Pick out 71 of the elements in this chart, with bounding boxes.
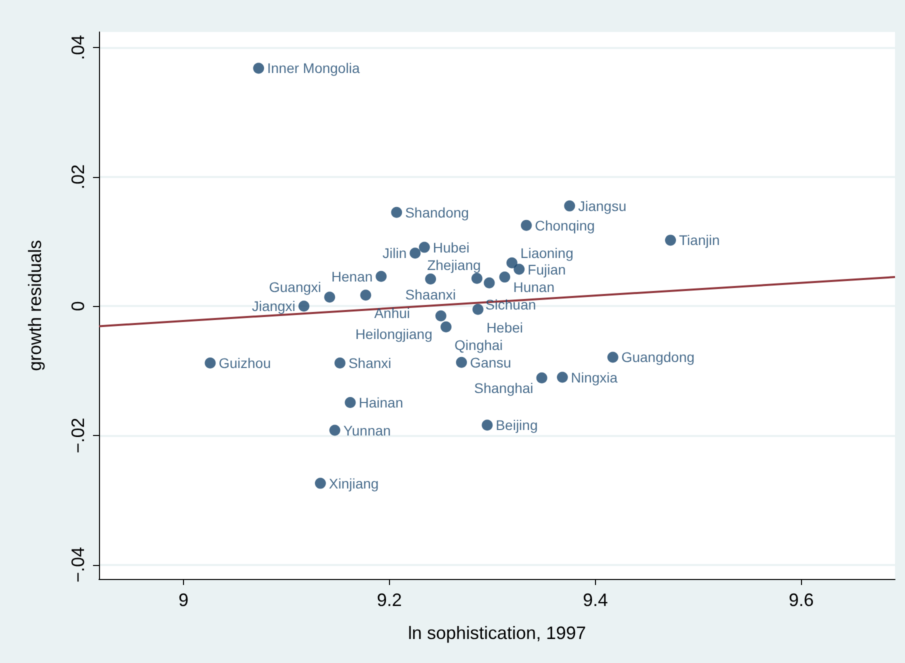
- point: [536, 372, 548, 384]
- point: [471, 272, 482, 284]
- data-label: Anhui: [374, 305, 410, 322]
- data-label: Shanghai: [474, 380, 534, 396]
- y-tick-label: −.02: [68, 418, 88, 454]
- y-tick-label: .02: [68, 164, 88, 190]
- data-label: Ningxia: [570, 369, 618, 386]
- data-label: Shandong: [405, 204, 469, 220]
- point: [418, 242, 430, 253]
- point: [520, 220, 532, 231]
- data-label: Heilongjiang: [355, 326, 432, 342]
- point: [456, 356, 467, 368]
- data-label: Guizhou: [218, 355, 271, 372]
- data-label: Hubei: [432, 239, 470, 256]
- point: [360, 290, 372, 301]
- point: [344, 396, 356, 408]
- point: [482, 420, 493, 431]
- y-tick-label: .04: [68, 35, 88, 60]
- data-label: Hebei: [486, 319, 524, 336]
- data-label: Fujian: [528, 261, 566, 278]
- point: [204, 358, 216, 369]
- point: [440, 321, 452, 332]
- y-tick-label: 0: [68, 301, 88, 312]
- data-label: Chonqing: [534, 217, 595, 234]
- x-tick-label: 9.4: [582, 590, 608, 610]
- data-label: Hunan: [513, 279, 554, 296]
- y-axis-title: growth residuals: [25, 240, 45, 372]
- point: [298, 300, 310, 312]
- x-axis-title: ln sophistication, 1997: [408, 623, 586, 643]
- data-label: Jilin: [382, 245, 407, 262]
- point: [607, 352, 618, 363]
- x-tick-label: 9.2: [376, 590, 402, 610]
- x-tick-label: 9: [178, 590, 188, 610]
- data-label: Sichuan: [485, 296, 536, 312]
- point: [506, 257, 518, 268]
- data-label: Zhejiang: [427, 256, 481, 273]
- data-label: Shanxi: [348, 355, 392, 372]
- data-label: Henan: [331, 268, 373, 284]
- y-tick-label: −.04: [68, 547, 88, 583]
- point: [514, 264, 525, 275]
- point: [334, 358, 346, 369]
- data-label: Shaanxi: [405, 286, 456, 302]
- data-label: Guangdong: [621, 349, 695, 366]
- data-label: Qinghai: [454, 336, 503, 353]
- point: [376, 270, 387, 282]
- x-tick-label: 9.6: [788, 590, 814, 610]
- point: [329, 424, 340, 436]
- point: [391, 206, 402, 218]
- data-label: Jiangxi: [252, 298, 296, 314]
- point: [253, 62, 264, 74]
- data-label: Xinjiang: [328, 475, 379, 492]
- point: [314, 478, 326, 489]
- point: [435, 310, 446, 322]
- data-label: Beijing: [496, 417, 538, 434]
- data-label: Jiangsu: [578, 198, 626, 214]
- data-label: Tianjin: [679, 232, 720, 248]
- point: [556, 372, 568, 383]
- point: [484, 277, 495, 288]
- point: [665, 234, 676, 246]
- point: [324, 292, 336, 303]
- point: [499, 272, 510, 283]
- point: [425, 273, 436, 284]
- data-label: Gansu: [470, 354, 512, 370]
- data-label: Liaoning: [520, 244, 574, 261]
- data-label: Inner Mongolia: [267, 60, 360, 76]
- point: [410, 248, 421, 259]
- data-label: Yunnan: [343, 422, 391, 438]
- point: [564, 200, 576, 212]
- data-label: Guangxi: [269, 279, 322, 296]
- data-label: Hainan: [358, 394, 404, 410]
- point: [472, 304, 484, 315]
